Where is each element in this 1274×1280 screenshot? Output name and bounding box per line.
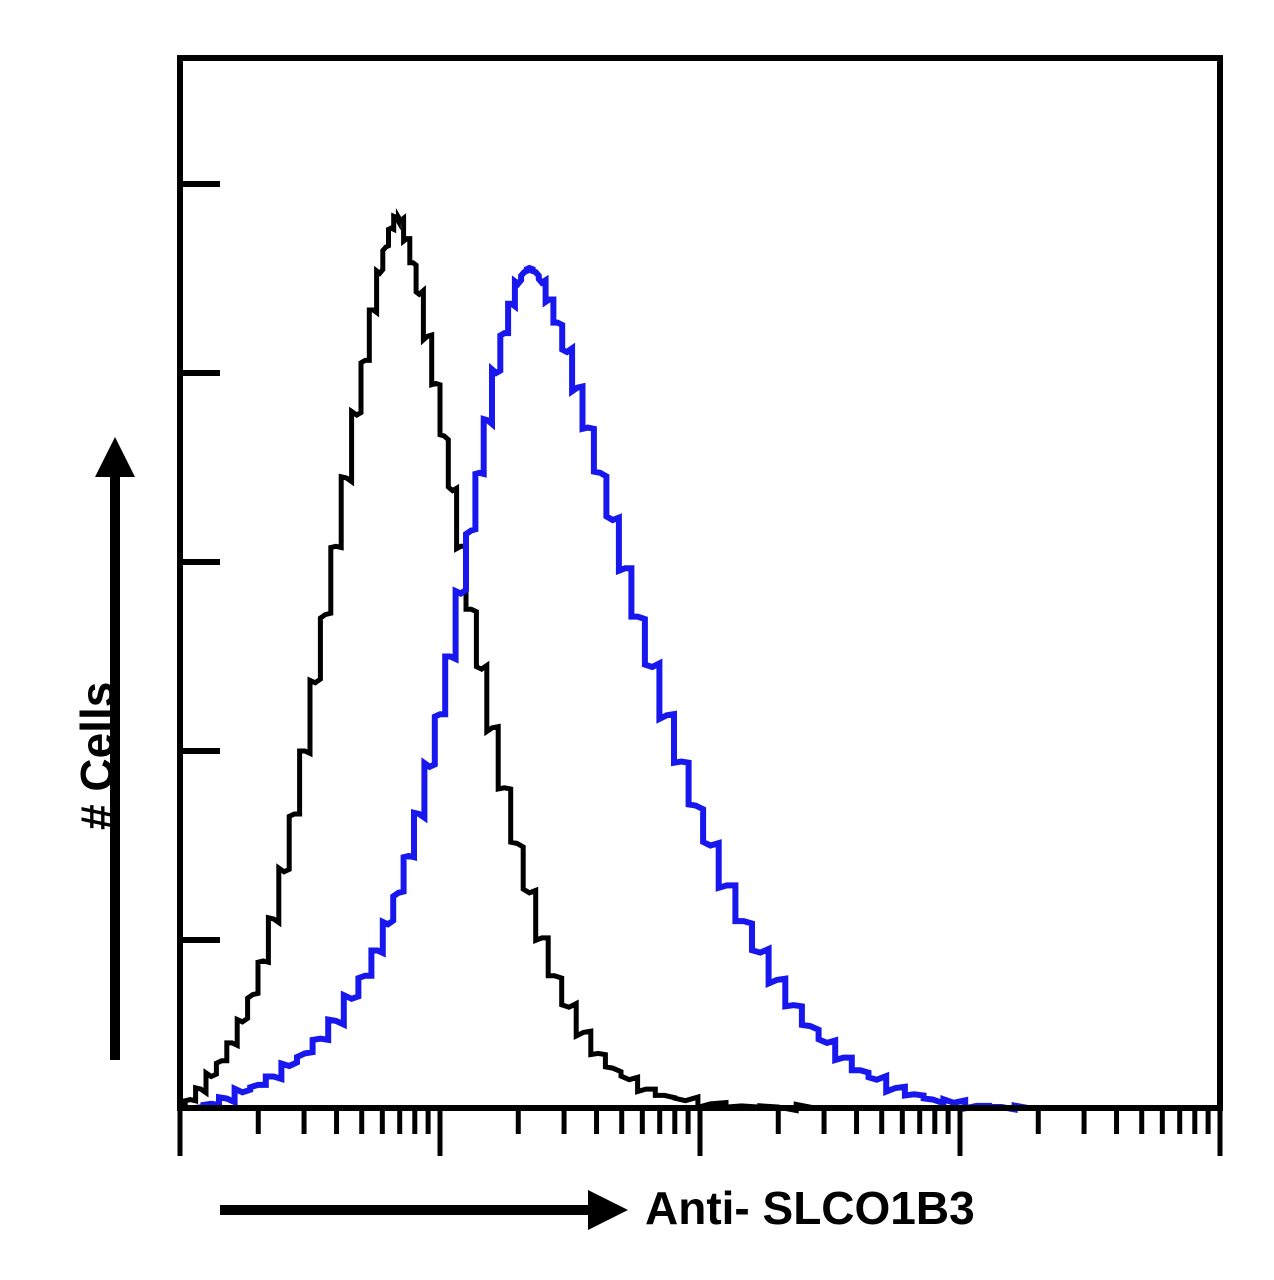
chart-container: # Cells Anti- SLCO1B3 bbox=[0, 0, 1274, 1280]
y-axis-label: # Cells bbox=[70, 682, 124, 830]
chart-svg bbox=[0, 0, 1274, 1280]
x-axis-label: Anti- SLCO1B3 bbox=[645, 1181, 975, 1235]
